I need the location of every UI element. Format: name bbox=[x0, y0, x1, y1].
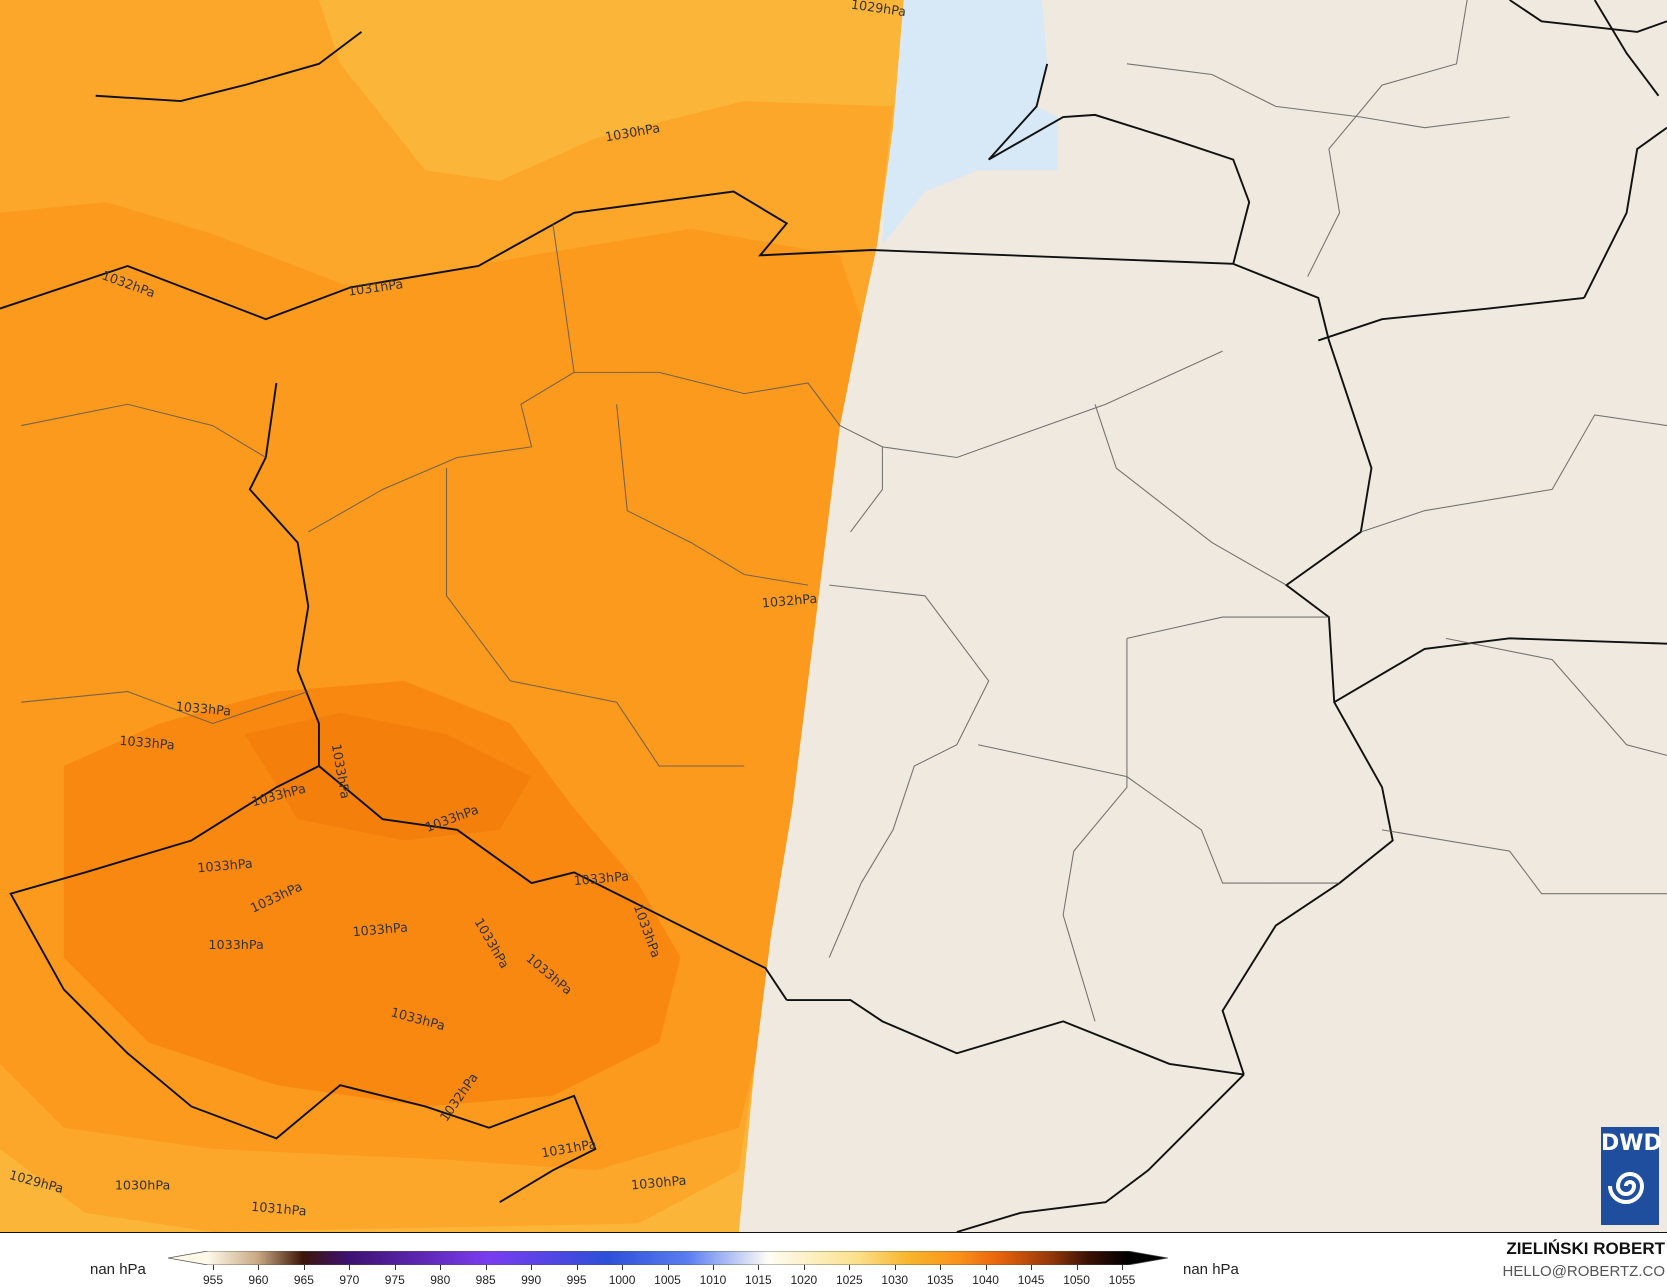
colorbar-tick-mark bbox=[213, 1265, 214, 1270]
colorbar-tick-label: 960 bbox=[248, 1273, 269, 1287]
colorbar-tick-label: 985 bbox=[475, 1273, 496, 1287]
colorbar-tick-mark bbox=[1122, 1265, 1123, 1270]
colorbar-tick-mark bbox=[349, 1265, 351, 1270]
spiral-icon bbox=[1608, 1172, 1645, 1204]
contour-label: 1033hPa bbox=[175, 700, 232, 720]
colorbar-tick-label: 955 bbox=[202, 1273, 224, 1287]
colorbar-tick-mark bbox=[803, 1265, 805, 1270]
pressure-field-1034 bbox=[244, 712, 532, 841]
colorbar-tick-label: 1000 bbox=[608, 1273, 636, 1287]
colorbar-tick-label: 1045 bbox=[1017, 1273, 1045, 1287]
contour-label: 1033hPa bbox=[119, 734, 176, 754]
colorbar-tick-mark bbox=[303, 1265, 305, 1270]
colorbar-tick-label: 980 bbox=[430, 1273, 451, 1287]
colorbar-tick-mark bbox=[1076, 1265, 1078, 1270]
colorbar-tick-mark bbox=[622, 1265, 624, 1270]
contour-label: 1033hPa bbox=[573, 869, 630, 889]
colorbar-tick-mark bbox=[394, 1265, 396, 1270]
contour-label: 1031hPa bbox=[251, 1200, 308, 1220]
colorbar-tick-label: 1035 bbox=[926, 1273, 954, 1287]
colorbar-tick-mark bbox=[940, 1265, 942, 1270]
colorbar-legend: nan hPa 955 960 965 970 975 980 985 990 995 1000 1… bbox=[0, 1233, 1667, 1287]
colorbar-tick-mark bbox=[1031, 1265, 1033, 1270]
colorbar-tick-label: 1030 bbox=[881, 1273, 909, 1287]
contour-label: 1033hPa bbox=[352, 920, 409, 940]
colorbar-tick-label: 1020 bbox=[790, 1273, 818, 1287]
colorbar-tick-mark bbox=[258, 1265, 260, 1270]
colorbar-tick-mark bbox=[667, 1265, 669, 1270]
dwd-logo: DWD bbox=[1601, 1127, 1662, 1225]
colorbar-tick-label: 975 bbox=[384, 1273, 405, 1287]
colorbar-tick-label: 1015 bbox=[745, 1273, 772, 1287]
contour-label: 1033hPa bbox=[208, 938, 263, 953]
colorbar-tick-mark bbox=[712, 1265, 714, 1270]
colorbar-tick-label: 1010 bbox=[699, 1273, 727, 1287]
dwd-logo-text: DWD bbox=[1601, 1131, 1662, 1156]
contour-label: 1033hPa bbox=[197, 857, 254, 877]
region-borders bbox=[21, 0, 1667, 1022]
contour-label: 1032hPa bbox=[761, 592, 818, 612]
colorbar-tick-label: 970 bbox=[339, 1273, 360, 1287]
colorbar-tick-mark bbox=[849, 1265, 851, 1270]
colorbar-tick-mark bbox=[531, 1265, 533, 1270]
author-name: ZIELIŃSKI ROBERT bbox=[1506, 1239, 1665, 1258]
contour-label: 1030hPa bbox=[115, 1178, 170, 1193]
colorbar-tick-mark bbox=[440, 1265, 442, 1270]
pressure-field-1033 bbox=[63, 680, 681, 1107]
colorbar-tick-mark bbox=[485, 1265, 487, 1270]
contour-label: 1030hPa bbox=[631, 1174, 688, 1194]
colorbar-tick-label: 1025 bbox=[835, 1273, 863, 1287]
author-email[interactable]: HELLO@ROBERTZ.CO bbox=[1502, 1263, 1665, 1280]
colorbar-tick-mark bbox=[894, 1265, 896, 1270]
legend-right-unit: nan hPa bbox=[1183, 1261, 1239, 1278]
country-borders bbox=[0, 0, 1667, 1232]
colorbar-tick-label: 1055 bbox=[1108, 1273, 1136, 1287]
colorbar-tick-label: 990 bbox=[521, 1273, 542, 1287]
colorbar-tick-label: 1040 bbox=[972, 1273, 999, 1287]
colorbar-tick-mark bbox=[758, 1265, 760, 1270]
colorbar-tick-mark bbox=[985, 1265, 987, 1270]
colorbar bbox=[168, 1251, 1168, 1265]
baltic-sea bbox=[882, 0, 1058, 245]
colorbar-tick-label: 1050 bbox=[1063, 1273, 1090, 1287]
colorbar-tick-mark bbox=[576, 1265, 578, 1270]
colorbar-tick-label: 995 bbox=[566, 1273, 587, 1287]
colorbar-tick-label: 1005 bbox=[654, 1273, 681, 1287]
legend-left-unit: nan hPa bbox=[90, 1261, 146, 1278]
colorbar-tick-label: 965 bbox=[293, 1273, 314, 1287]
